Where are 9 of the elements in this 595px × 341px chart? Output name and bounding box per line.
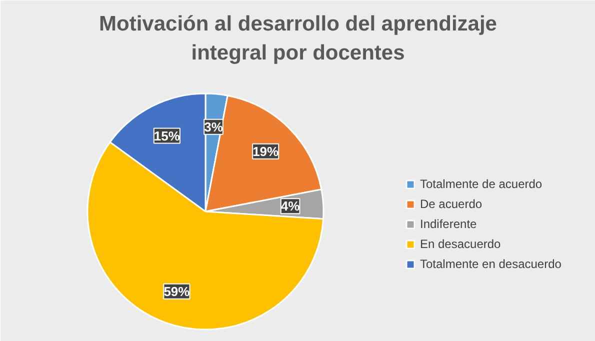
legend-label: Indiferente	[420, 217, 477, 231]
data-label: 59%	[164, 284, 190, 299]
data-label: 15%	[154, 128, 180, 144]
legend-label: Totalmente de acuerdo	[420, 177, 542, 191]
legend-label: De acuerdo	[420, 197, 482, 211]
legend-label: En desacuerdo	[420, 237, 501, 251]
data-label: 3%	[204, 119, 224, 134]
legend-label: Totalmente en desacuerdo	[420, 257, 562, 271]
chart-title: Motivación al desarrollo del aprendizaje integral por docentes	[99, 12, 497, 64]
